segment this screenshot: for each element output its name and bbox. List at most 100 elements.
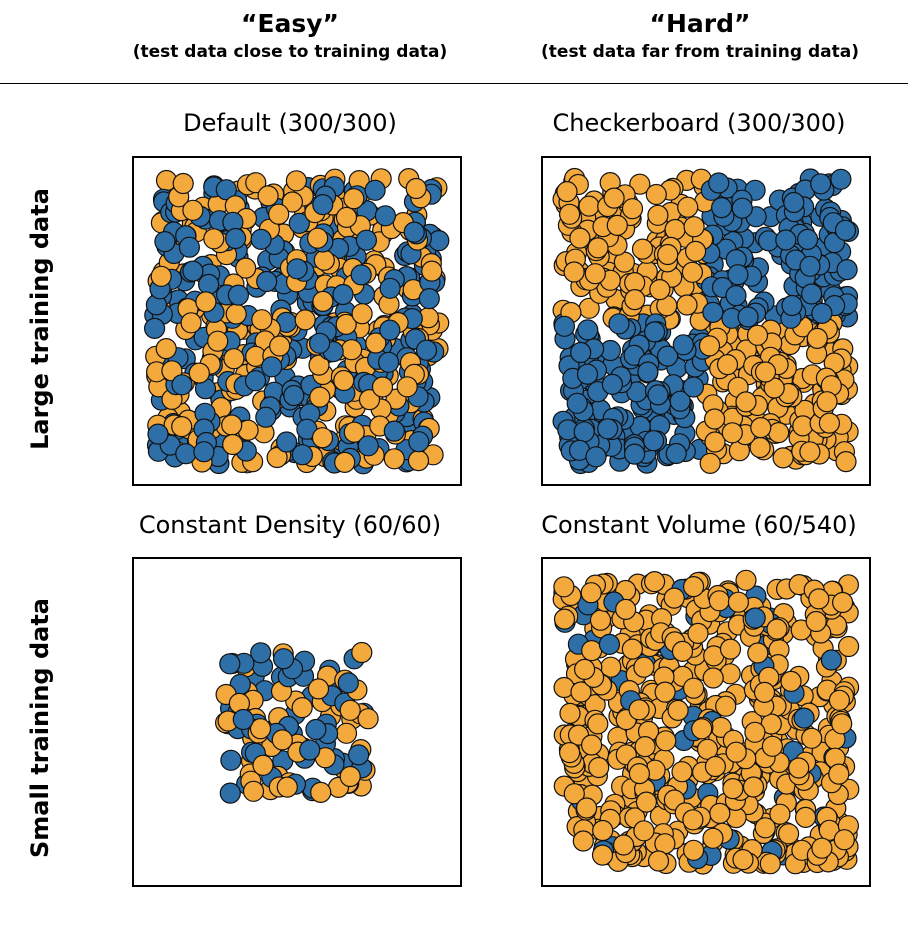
data-point <box>266 446 288 469</box>
data-point <box>219 653 241 675</box>
data-point <box>379 277 401 299</box>
data-point <box>563 783 585 805</box>
data-point <box>769 803 791 825</box>
data-point <box>273 648 295 670</box>
data-point <box>647 204 669 226</box>
data-point <box>171 374 193 396</box>
data-point <box>704 755 726 778</box>
data-point <box>629 173 651 195</box>
data-point <box>671 761 693 783</box>
data-point <box>350 264 372 286</box>
data-point <box>681 261 703 283</box>
data-point <box>337 672 359 694</box>
data-point <box>285 170 307 192</box>
data-point <box>704 431 726 453</box>
data-point <box>820 649 842 671</box>
data-point <box>188 362 210 384</box>
data-point <box>334 451 356 473</box>
data-point <box>256 270 278 293</box>
data-point <box>722 778 744 800</box>
data-point <box>374 205 396 227</box>
data-point <box>754 817 776 839</box>
data-point <box>612 834 635 856</box>
data-point <box>556 180 578 203</box>
data-point <box>702 301 724 323</box>
data-point <box>811 837 833 859</box>
data-point <box>742 776 765 798</box>
data-point <box>408 431 430 453</box>
column-subtitle-easy: (test data close to training data) <box>132 42 448 62</box>
data-point <box>299 739 321 761</box>
data-point <box>621 638 644 660</box>
data-point <box>575 797 598 819</box>
data-point <box>637 361 659 383</box>
data-point <box>351 641 373 664</box>
panel-title-checkerboard: Checkerboard (300/300) <box>552 109 846 137</box>
data-point <box>584 263 606 285</box>
data-point <box>656 345 679 367</box>
data-point <box>573 421 595 443</box>
data-point <box>566 392 588 414</box>
data-point <box>696 738 719 760</box>
data-point <box>421 260 443 282</box>
data-point <box>676 294 698 316</box>
scatter-plot-constant-density <box>132 557 462 887</box>
data-point <box>222 433 244 456</box>
data-point <box>383 420 405 442</box>
data-point <box>818 412 840 434</box>
data-point <box>727 264 749 286</box>
data-point <box>832 591 854 614</box>
data-point <box>585 446 607 468</box>
data-point <box>573 658 596 681</box>
data-point <box>288 212 310 235</box>
data-point <box>244 370 267 392</box>
data-point <box>759 853 781 875</box>
data-point <box>570 681 592 703</box>
data-point <box>559 203 581 225</box>
data-point <box>598 633 621 656</box>
data-point <box>312 290 334 312</box>
data-point <box>223 348 245 370</box>
column-title-hard: “Hard” <box>649 9 751 38</box>
column-subtitle-hard: (test data far from training data) <box>541 42 859 62</box>
data-point <box>606 214 628 237</box>
data-point <box>335 722 358 744</box>
data-point <box>197 273 220 295</box>
data-point <box>172 172 194 195</box>
data-point <box>182 199 204 221</box>
data-point <box>364 179 386 201</box>
data-point <box>746 324 769 346</box>
data-point <box>195 291 217 313</box>
data-point <box>838 635 860 658</box>
data-point <box>220 749 242 771</box>
data-point <box>333 369 355 392</box>
data-point <box>654 681 676 703</box>
data-point <box>683 216 705 238</box>
data-point <box>335 206 358 229</box>
data-point <box>227 284 250 306</box>
data-point <box>788 757 810 779</box>
data-point <box>677 196 699 218</box>
data-point <box>793 707 815 729</box>
data-point <box>768 422 790 444</box>
data-point <box>249 718 272 740</box>
data-point <box>294 309 316 331</box>
data-point <box>801 283 823 305</box>
data-point <box>219 782 241 804</box>
data-point <box>283 384 305 407</box>
data-point <box>664 218 686 241</box>
data-point <box>232 708 254 731</box>
data-point <box>309 386 331 408</box>
data-point <box>716 354 739 376</box>
data-point <box>828 763 850 785</box>
data-point <box>783 191 805 214</box>
panel-title-constant-density: Constant Density (60/60) <box>138 511 442 539</box>
data-point <box>357 708 379 730</box>
data-point <box>178 236 201 258</box>
data-point <box>572 830 594 852</box>
data-point <box>687 622 709 645</box>
data-point <box>633 656 655 678</box>
data-point <box>251 309 273 331</box>
data-point <box>715 695 737 717</box>
data-point <box>702 667 724 689</box>
